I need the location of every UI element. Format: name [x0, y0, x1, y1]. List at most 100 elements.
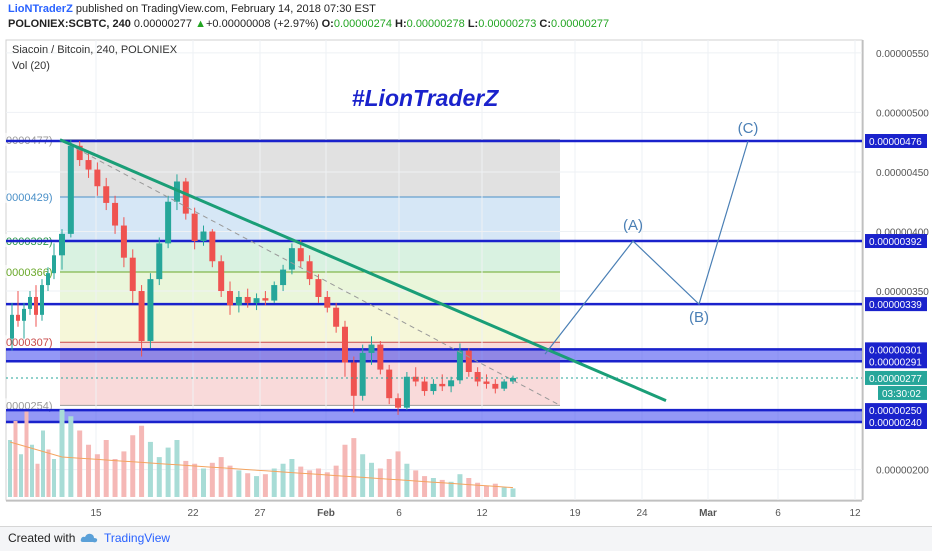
- volume-bar: [351, 438, 357, 497]
- level-price-label: 0.00000250: [869, 406, 922, 417]
- level-price-label: 0.00000291: [869, 357, 922, 368]
- level-price-tag: [865, 297, 927, 312]
- volume-bar: [121, 451, 127, 497]
- candle-body: [288, 248, 295, 270]
- current-price-tag: [865, 370, 927, 385]
- volume-bar: [457, 474, 463, 497]
- support-resistance-zone: [6, 349, 862, 362]
- candle-body: [94, 169, 101, 187]
- close-value: 0.00000277: [551, 18, 610, 30]
- wave-label: (B): [689, 309, 709, 326]
- level-price-label: 0.00000476: [869, 137, 922, 148]
- volume-bar: [19, 454, 23, 497]
- tradingview-brand-link[interactable]: TradingView: [104, 531, 171, 545]
- elliott-wave-projection: [544, 140, 749, 355]
- candle-body: [76, 145, 83, 161]
- diagonal-dashed-line: [59, 139, 561, 406]
- candle-body: [165, 201, 172, 244]
- candle-body: [244, 296, 251, 303]
- volume-bar: [218, 457, 224, 497]
- price-tick-label: 0.00000550: [876, 49, 929, 60]
- price-tick-label: 0.00000350: [876, 287, 929, 298]
- time-tick-label: 15: [90, 508, 102, 519]
- candle-body: [324, 296, 331, 308]
- time-tick-label: 22: [187, 508, 199, 519]
- candle-body: [386, 369, 393, 399]
- volume-bar: [492, 483, 498, 497]
- fib-label-bg: [4, 398, 58, 412]
- descending-trendline: [59, 138, 667, 402]
- candle-body: [103, 186, 110, 203]
- fib-label: 0000429): [6, 192, 53, 204]
- volume-bar: [377, 468, 383, 497]
- price-tick-label: 0.00000500: [876, 108, 929, 119]
- chart-area[interactable]: 0000477)0000429)0000392)0000366)0000307)…: [0, 36, 932, 526]
- time-tick-label: 24: [636, 508, 648, 519]
- candle-body: [182, 181, 189, 214]
- fib-band: [60, 139, 560, 197]
- candle-body: [474, 371, 481, 382]
- support-resistance-zone: [6, 410, 862, 422]
- publish-line: LioNTraderZ published on TradingView.com…: [8, 3, 376, 15]
- volume-bar: [59, 409, 65, 497]
- candle-body: [129, 257, 136, 292]
- volume-bar: [41, 430, 45, 497]
- volume-bar: [139, 425, 145, 497]
- candle-body: [191, 213, 198, 242]
- low-label: L:: [467, 18, 479, 30]
- volume-bar: [103, 440, 109, 497]
- volume-bar: [94, 454, 100, 497]
- last-price: 0.00000277: [133, 18, 193, 30]
- candle-body: [271, 285, 278, 301]
- candle-body: [46, 273, 50, 286]
- level-price-label: 0.00000240: [869, 418, 922, 429]
- countdown-tag: [878, 385, 927, 400]
- publish-header: LioNTraderZ published on TradingView.com…: [0, 0, 932, 34]
- candle-body: [253, 298, 260, 303]
- candle-body: [52, 255, 56, 274]
- candle-body: [421, 381, 428, 392]
- candle-body: [67, 145, 74, 234]
- candle-body: [439, 383, 446, 387]
- level-price-tag: [865, 342, 927, 357]
- high-label: H:: [395, 18, 407, 30]
- candle-body: [10, 314, 14, 339]
- candle-body: [412, 376, 419, 382]
- candle-body: [40, 285, 44, 315]
- volume-bar: [430, 478, 436, 497]
- volume-bar: [227, 465, 233, 497]
- volume-bar: [483, 485, 489, 497]
- volume-bar: [183, 460, 189, 497]
- volume-bar: [156, 457, 162, 497]
- level-price-tag: [865, 134, 927, 148]
- time-tick-label: Mar: [699, 508, 717, 519]
- candle-body: [235, 296, 242, 306]
- candle-body: [333, 307, 340, 327]
- time-tick-label: 12: [849, 508, 861, 519]
- author-link[interactable]: LioNTraderZ: [8, 3, 73, 15]
- volume-bar: [342, 444, 348, 497]
- change-value: +0.00000008 (+2.97%): [206, 18, 319, 30]
- volume-bar: [77, 430, 83, 497]
- candle-body: [501, 381, 508, 389]
- level-price-label: 0.00000339: [869, 300, 922, 311]
- candle-body: [28, 296, 32, 309]
- symbol-label: POLONIEX:SCBTC, 240: [8, 18, 131, 30]
- volume-bar: [280, 463, 286, 497]
- volume-bar: [13, 421, 18, 497]
- price-chart[interactable]: 0000477)0000429)0000392)0000366)0000307)…: [0, 36, 932, 526]
- candle-body: [147, 279, 154, 342]
- candle-body: [59, 233, 65, 256]
- candle-body: [430, 383, 437, 392]
- footer-bar: Created with TradingView: [0, 526, 932, 551]
- candle-body: [218, 261, 225, 292]
- open-value: 0.00000274: [333, 18, 392, 30]
- candle-body: [492, 383, 499, 389]
- volume-bar: [475, 482, 481, 497]
- volume-bar: [271, 468, 277, 497]
- fib-label: 0000366): [6, 267, 53, 279]
- candle-body: [156, 243, 163, 280]
- watermark-title: #LionTraderZ: [352, 85, 499, 111]
- candle-body: [448, 380, 455, 387]
- volume-bar: [35, 463, 40, 497]
